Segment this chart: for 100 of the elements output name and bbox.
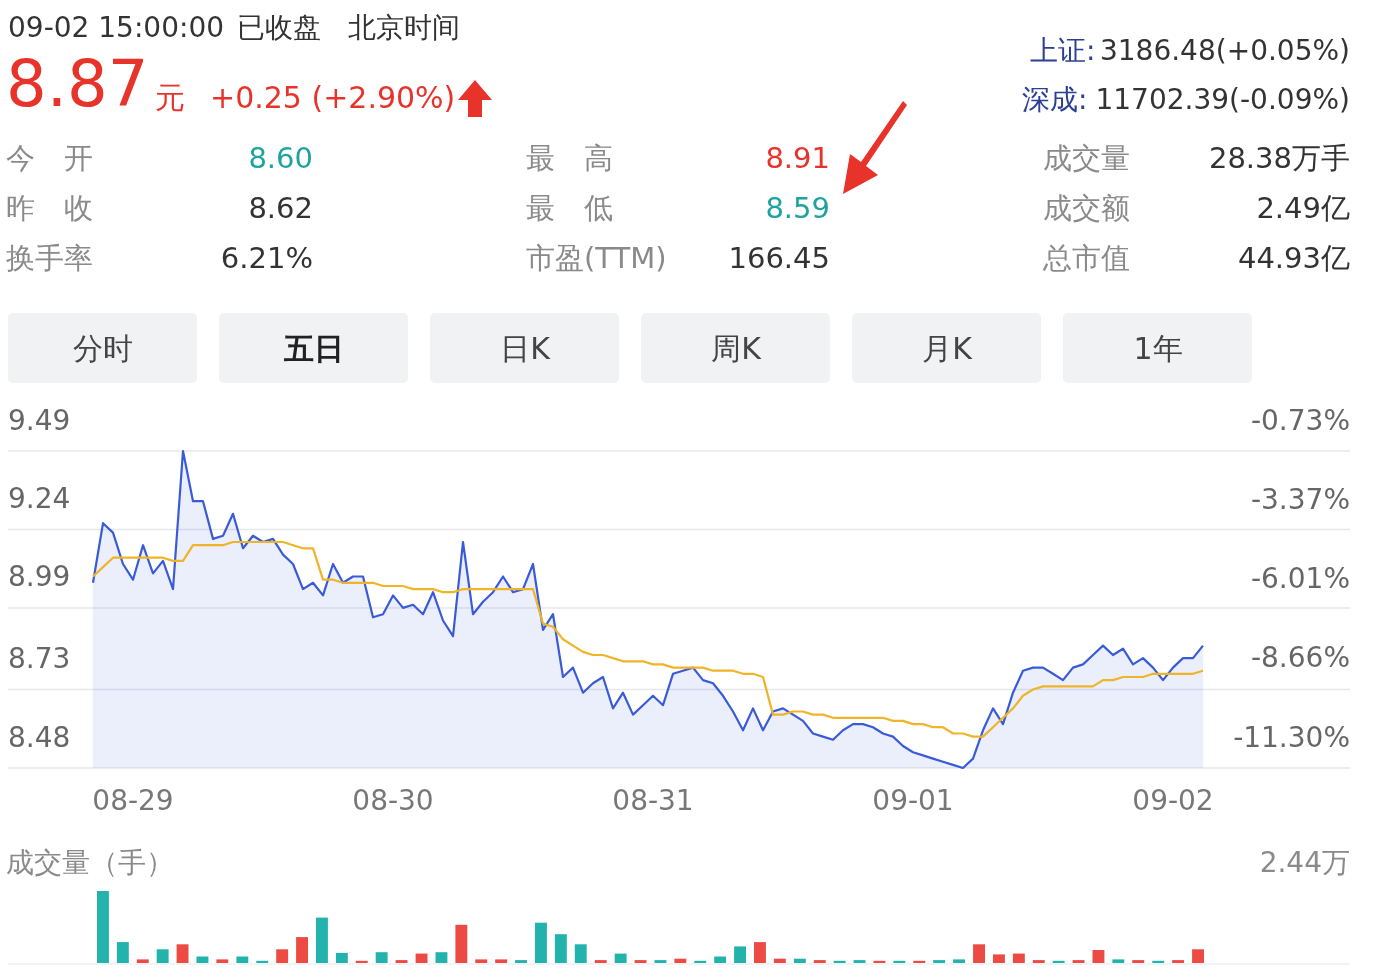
bar xyxy=(435,952,448,963)
bar xyxy=(495,959,508,963)
bar xyxy=(1012,953,1025,963)
bar xyxy=(236,956,249,963)
text: 3186.48(+0.05%) xyxy=(1099,33,1350,67)
y-tick-label: 8.73 xyxy=(8,642,71,676)
chart-title: 成交量（手） xyxy=(6,845,174,879)
bar xyxy=(415,953,428,963)
bar xyxy=(1192,949,1204,963)
bar xyxy=(475,959,488,963)
bar xyxy=(634,960,647,963)
text: 1年 xyxy=(1133,330,1183,366)
bar xyxy=(1132,960,1145,963)
bar xyxy=(674,958,687,963)
bar xyxy=(335,952,348,963)
text: 8.91 xyxy=(765,141,830,175)
y2-tick-label: -11.30% xyxy=(1233,720,1350,754)
bar xyxy=(256,960,269,963)
bar xyxy=(535,922,547,963)
bar xyxy=(973,944,985,963)
text: 元 xyxy=(155,79,185,115)
text: 上证: xyxy=(1030,33,1096,67)
bar xyxy=(893,960,906,963)
bar xyxy=(176,944,189,963)
text: 分时 xyxy=(73,330,133,366)
bar xyxy=(833,960,846,963)
text: 成交量 xyxy=(1043,141,1130,175)
bar xyxy=(594,960,607,963)
bar xyxy=(316,917,328,963)
bar xyxy=(993,954,1005,963)
x-tick-label: 08-30 xyxy=(352,783,434,817)
bar xyxy=(116,942,129,963)
text: 6.21% xyxy=(220,241,313,275)
text: 11702.39(-0.09%) xyxy=(1095,82,1350,116)
bar xyxy=(515,960,527,963)
y-tick-label: 8.99 xyxy=(8,560,71,594)
text: 市盈(TTM) xyxy=(526,241,667,275)
text: 8.87 xyxy=(6,47,149,121)
bar xyxy=(216,959,229,963)
bar xyxy=(355,960,368,963)
bar xyxy=(296,937,308,963)
bar xyxy=(97,891,109,963)
bar xyxy=(694,960,707,963)
x-tick-label: 08-31 xyxy=(612,783,694,817)
bar xyxy=(793,958,806,963)
bar xyxy=(614,953,627,963)
text: 8.59 xyxy=(765,191,830,225)
text: 44.93亿 xyxy=(1237,241,1350,275)
text: 已收盘 xyxy=(237,10,321,44)
text: 今 开 xyxy=(6,141,93,175)
text: 2.49亿 xyxy=(1256,191,1350,225)
bar xyxy=(554,934,567,963)
bar xyxy=(136,959,149,963)
y2-tick-label: -3.37% xyxy=(1250,482,1350,516)
text: 8.62 xyxy=(248,191,313,225)
x-tick-label: 08-29 xyxy=(92,783,174,817)
bar xyxy=(1032,960,1045,963)
bar xyxy=(1152,960,1165,963)
bar xyxy=(953,959,965,963)
x-tick-label: 09-02 xyxy=(1132,783,1214,817)
bar xyxy=(1172,960,1185,963)
text: 2.44万 xyxy=(1259,845,1350,879)
bar xyxy=(714,956,727,963)
y2-tick-label: -8.66% xyxy=(1250,641,1350,675)
bar xyxy=(734,946,746,963)
text: 8.60 xyxy=(248,141,313,175)
text: 日K xyxy=(500,330,552,366)
text: 换手率 xyxy=(6,241,93,275)
bar xyxy=(933,960,946,963)
bar xyxy=(276,949,289,963)
x-tick-label: 09-01 xyxy=(872,783,954,817)
text: 最 高 xyxy=(526,141,613,175)
text: 深成: xyxy=(1022,82,1088,116)
text: 成交额 xyxy=(1043,191,1130,225)
y2-tick-label: -0.73% xyxy=(1250,403,1350,437)
bar xyxy=(156,949,169,963)
text: 周K xyxy=(711,330,763,366)
bar xyxy=(455,924,468,963)
text: 总市值 xyxy=(1042,241,1130,275)
y-tick-label: 9.49 xyxy=(8,403,71,437)
bar xyxy=(853,960,866,963)
y-tick-label: 8.48 xyxy=(8,720,71,754)
bar xyxy=(913,960,926,963)
bar xyxy=(1112,959,1125,963)
text: +0.25 (+2.90%) xyxy=(210,79,456,115)
y-tick-label: 9.24 xyxy=(8,481,71,515)
bar xyxy=(375,952,388,963)
bar xyxy=(574,944,587,963)
bar xyxy=(654,960,667,963)
text: 28.38万手 xyxy=(1208,141,1350,175)
text: 166.45 xyxy=(728,241,830,275)
text: 昨 收 xyxy=(6,191,93,225)
bar xyxy=(1092,950,1105,963)
text: 北京时间 xyxy=(348,10,460,44)
text: 五日 xyxy=(283,330,344,366)
bar xyxy=(1072,960,1085,963)
text: 最 低 xyxy=(526,191,613,225)
bar xyxy=(395,960,408,963)
bar xyxy=(773,958,786,963)
bar xyxy=(754,942,766,963)
